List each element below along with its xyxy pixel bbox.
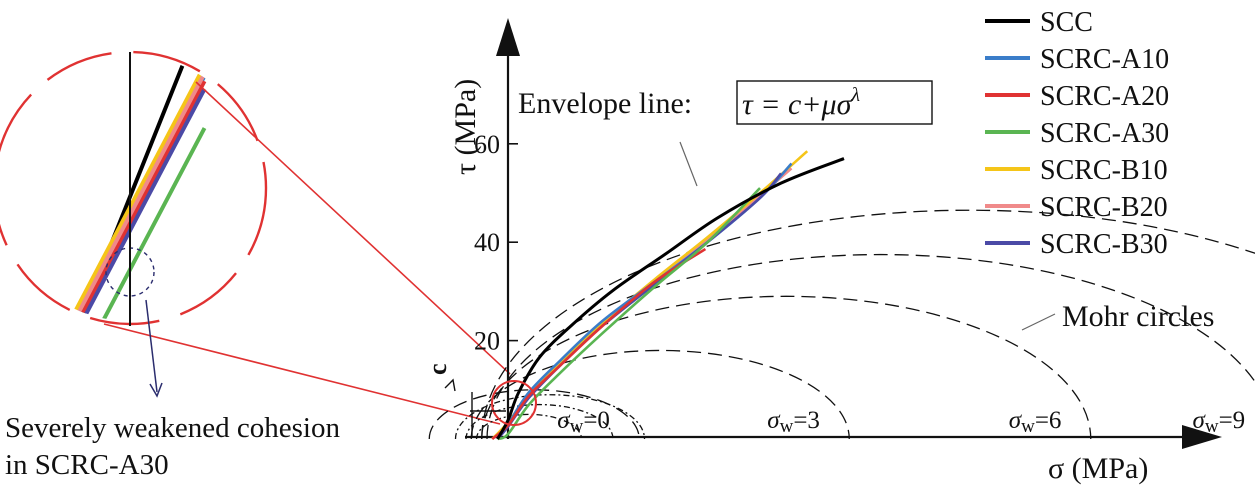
y-tick-label: 60 bbox=[474, 130, 500, 159]
pressure-label: σw=3 bbox=[767, 407, 820, 437]
annotation-line-2: in SCRC-A30 bbox=[5, 449, 169, 481]
mohr-circle bbox=[428, 389, 640, 440]
axes: 20 40 60 σ (MPa) τ (MPa) bbox=[449, 18, 1222, 485]
legend-label: SCRC-B20 bbox=[1040, 192, 1168, 223]
annotation-line-1: Severely weakened cohesion bbox=[5, 412, 340, 444]
envelope-formula: τ = c+μσλ bbox=[742, 84, 860, 121]
envelope-scrc-a30 bbox=[496, 187, 761, 441]
envelope-lines bbox=[491, 150, 845, 441]
pressure-labels: σw=0σw=3σw=6σw=9σw=12 bbox=[557, 407, 1246, 437]
pressure-label: σw=0 bbox=[557, 407, 610, 437]
pressure-label: σw=6 bbox=[1009, 407, 1062, 437]
y-ticks: 20 40 60 bbox=[474, 130, 518, 356]
sigma-axis-arrowhead bbox=[1182, 425, 1222, 449]
y-tick-label: 40 bbox=[474, 228, 500, 257]
legend-label: SCRC-B10 bbox=[1040, 155, 1168, 186]
inset-zoom: Severely weakened cohesion in SCRC-A30 bbox=[0, 50, 511, 481]
mohr-label: Mohr circles bbox=[1062, 300, 1214, 333]
legend-label: SCRC-A10 bbox=[1040, 44, 1169, 75]
envelope-label: Envelope line: bbox=[518, 87, 692, 120]
mohr-annotation: Mohr circles bbox=[1021, 300, 1214, 333]
mohr-circle bbox=[486, 253, 1255, 440]
annotation-arrow-head bbox=[149, 382, 163, 398]
envelope-leader bbox=[679, 141, 698, 187]
y-axis-label: τ (MPa) bbox=[449, 79, 482, 175]
pressure-label: σw=9 bbox=[1193, 407, 1246, 437]
mohr-circle bbox=[481, 209, 1255, 440]
legend: SCC SCRC-A10 SCRC-A20 SCRC-A30 SCRC-B10 SCRC-… bbox=[985, 7, 1169, 260]
envelope-scc bbox=[496, 157, 845, 440]
legend-label: SCRC-B30 bbox=[1040, 229, 1168, 260]
small-mohr-arc bbox=[454, 394, 646, 440]
x-axis-label: σ (MPa) bbox=[1048, 452, 1148, 485]
mohr-circle bbox=[481, 295, 1092, 440]
annotation-arrow-line bbox=[145, 299, 158, 393]
legend-label: SCRC-A30 bbox=[1040, 118, 1169, 149]
legend-label: SCC bbox=[1040, 7, 1093, 38]
inset-connector-top bbox=[195, 81, 511, 375]
envelope-annotation: Envelope line: τ = c+μσλ bbox=[518, 80, 933, 187]
formula-box bbox=[736, 80, 933, 125]
y-tick-label: 20 bbox=[474, 327, 500, 356]
origin-zoom-circle bbox=[491, 380, 537, 426]
inset-connector-bottom bbox=[103, 323, 501, 425]
mohr-leader bbox=[1021, 313, 1056, 331]
cohesion-arrow bbox=[444, 378, 456, 392]
small-mohr-arc bbox=[465, 403, 614, 440]
small-mohr-arc bbox=[475, 413, 583, 440]
cohesion-label: c bbox=[423, 363, 452, 375]
cohesion-marker: c bbox=[423, 363, 537, 437]
tau-axis-arrowhead bbox=[496, 18, 520, 56]
envelope-scrc-a20 bbox=[491, 247, 707, 441]
legend-label: SCRC-A20 bbox=[1040, 81, 1169, 112]
